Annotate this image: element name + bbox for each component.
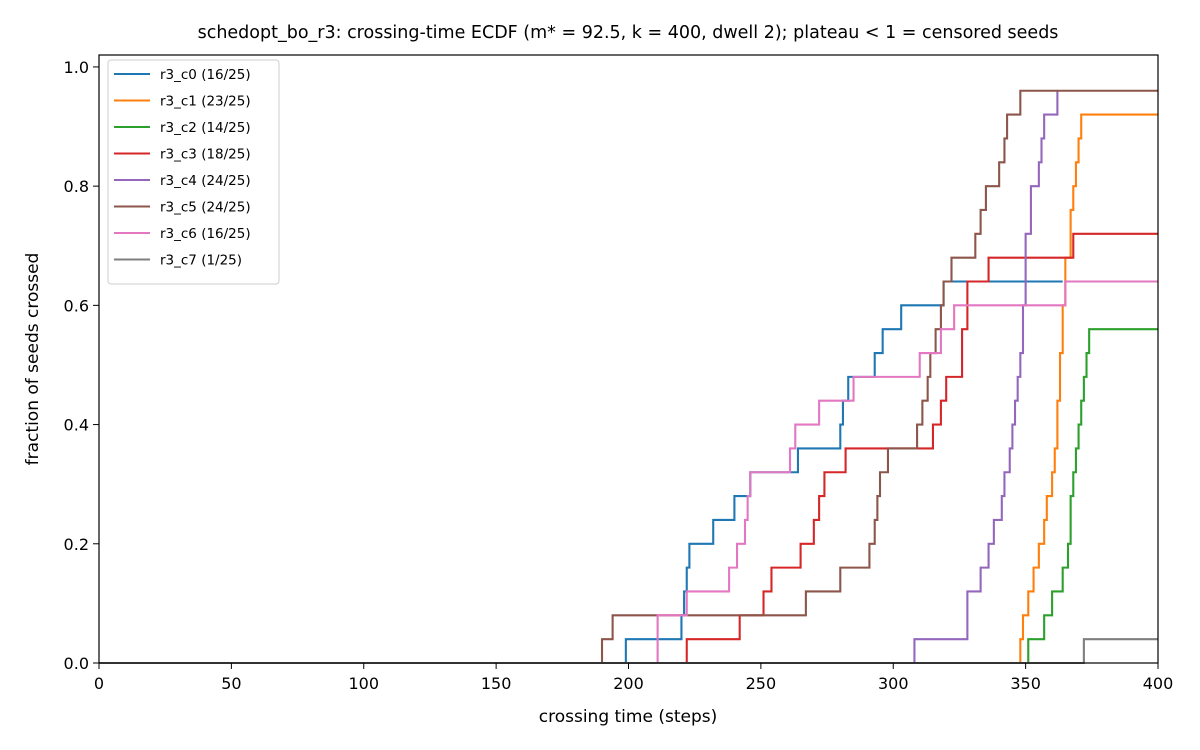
y-tick-label: 0.4 — [64, 416, 89, 435]
y-axis-ticks: 0.0 0.2 0.4 0.6 0.8 1.0 — [64, 58, 99, 673]
x-tick-label: 200 — [613, 674, 644, 693]
legend-box — [107, 59, 280, 285]
legend-label: r3_c1 (23/25) — [160, 94, 251, 110]
x-tick-label: 250 — [746, 674, 777, 693]
y-tick-label: 0.8 — [64, 177, 89, 196]
x-tick-label: 350 — [1010, 674, 1041, 693]
series-line-r3-c4 — [99, 90, 1059, 665]
y-tick-label: 1.0 — [64, 58, 89, 77]
legend-label: r3_c4 (24/25) — [160, 173, 251, 189]
series-line-r3-c2 — [99, 328, 1158, 665]
x-tick-label: 300 — [878, 674, 909, 693]
series-line-r3-c6 — [99, 280, 1158, 665]
y-tick-label: 0.0 — [64, 654, 89, 673]
x-tick-label: 50 — [221, 674, 241, 693]
series-line-r3-c0 — [99, 280, 1063, 665]
legend-label: r3_c7 (1/25) — [160, 253, 242, 269]
y-tick-label: 0.6 — [64, 296, 89, 315]
y-axis-label: fraction of seeds crossed — [23, 253, 43, 466]
chart-title: schedopt_bo_r3: crossing-time ECDF (m* =… — [198, 23, 1059, 43]
series-line-r3-c3 — [99, 232, 1158, 665]
x-axis-label: crossing time (steps) — [539, 707, 717, 727]
legend-label: r3_c2 (14/25) — [160, 120, 251, 136]
x-tick-label: 400 — [1143, 674, 1174, 693]
legend-label: r3_c6 (16/25) — [160, 226, 251, 242]
y-tick-label: 0.2 — [64, 535, 89, 554]
x-tick-label: 150 — [481, 674, 512, 693]
series-line-r3-c1 — [99, 113, 1158, 665]
legend-label: r3_c5 (24/25) — [160, 200, 251, 216]
legend-label: r3_c0 (16/25) — [160, 67, 251, 83]
x-axis-ticks: 0 50 100 150 200 250 300 350 400 — [94, 663, 1173, 693]
series-line-r3-c5 — [99, 89, 1158, 665]
legend: r3_c0 (16/25) r3_c1 (23/25) r3_c2 (14/25) r… — [107, 59, 280, 285]
x-tick-label: 100 — [348, 674, 379, 693]
x-tick-label: 0 — [94, 674, 104, 693]
legend-label: r3_c3 (18/25) — [160, 147, 251, 163]
